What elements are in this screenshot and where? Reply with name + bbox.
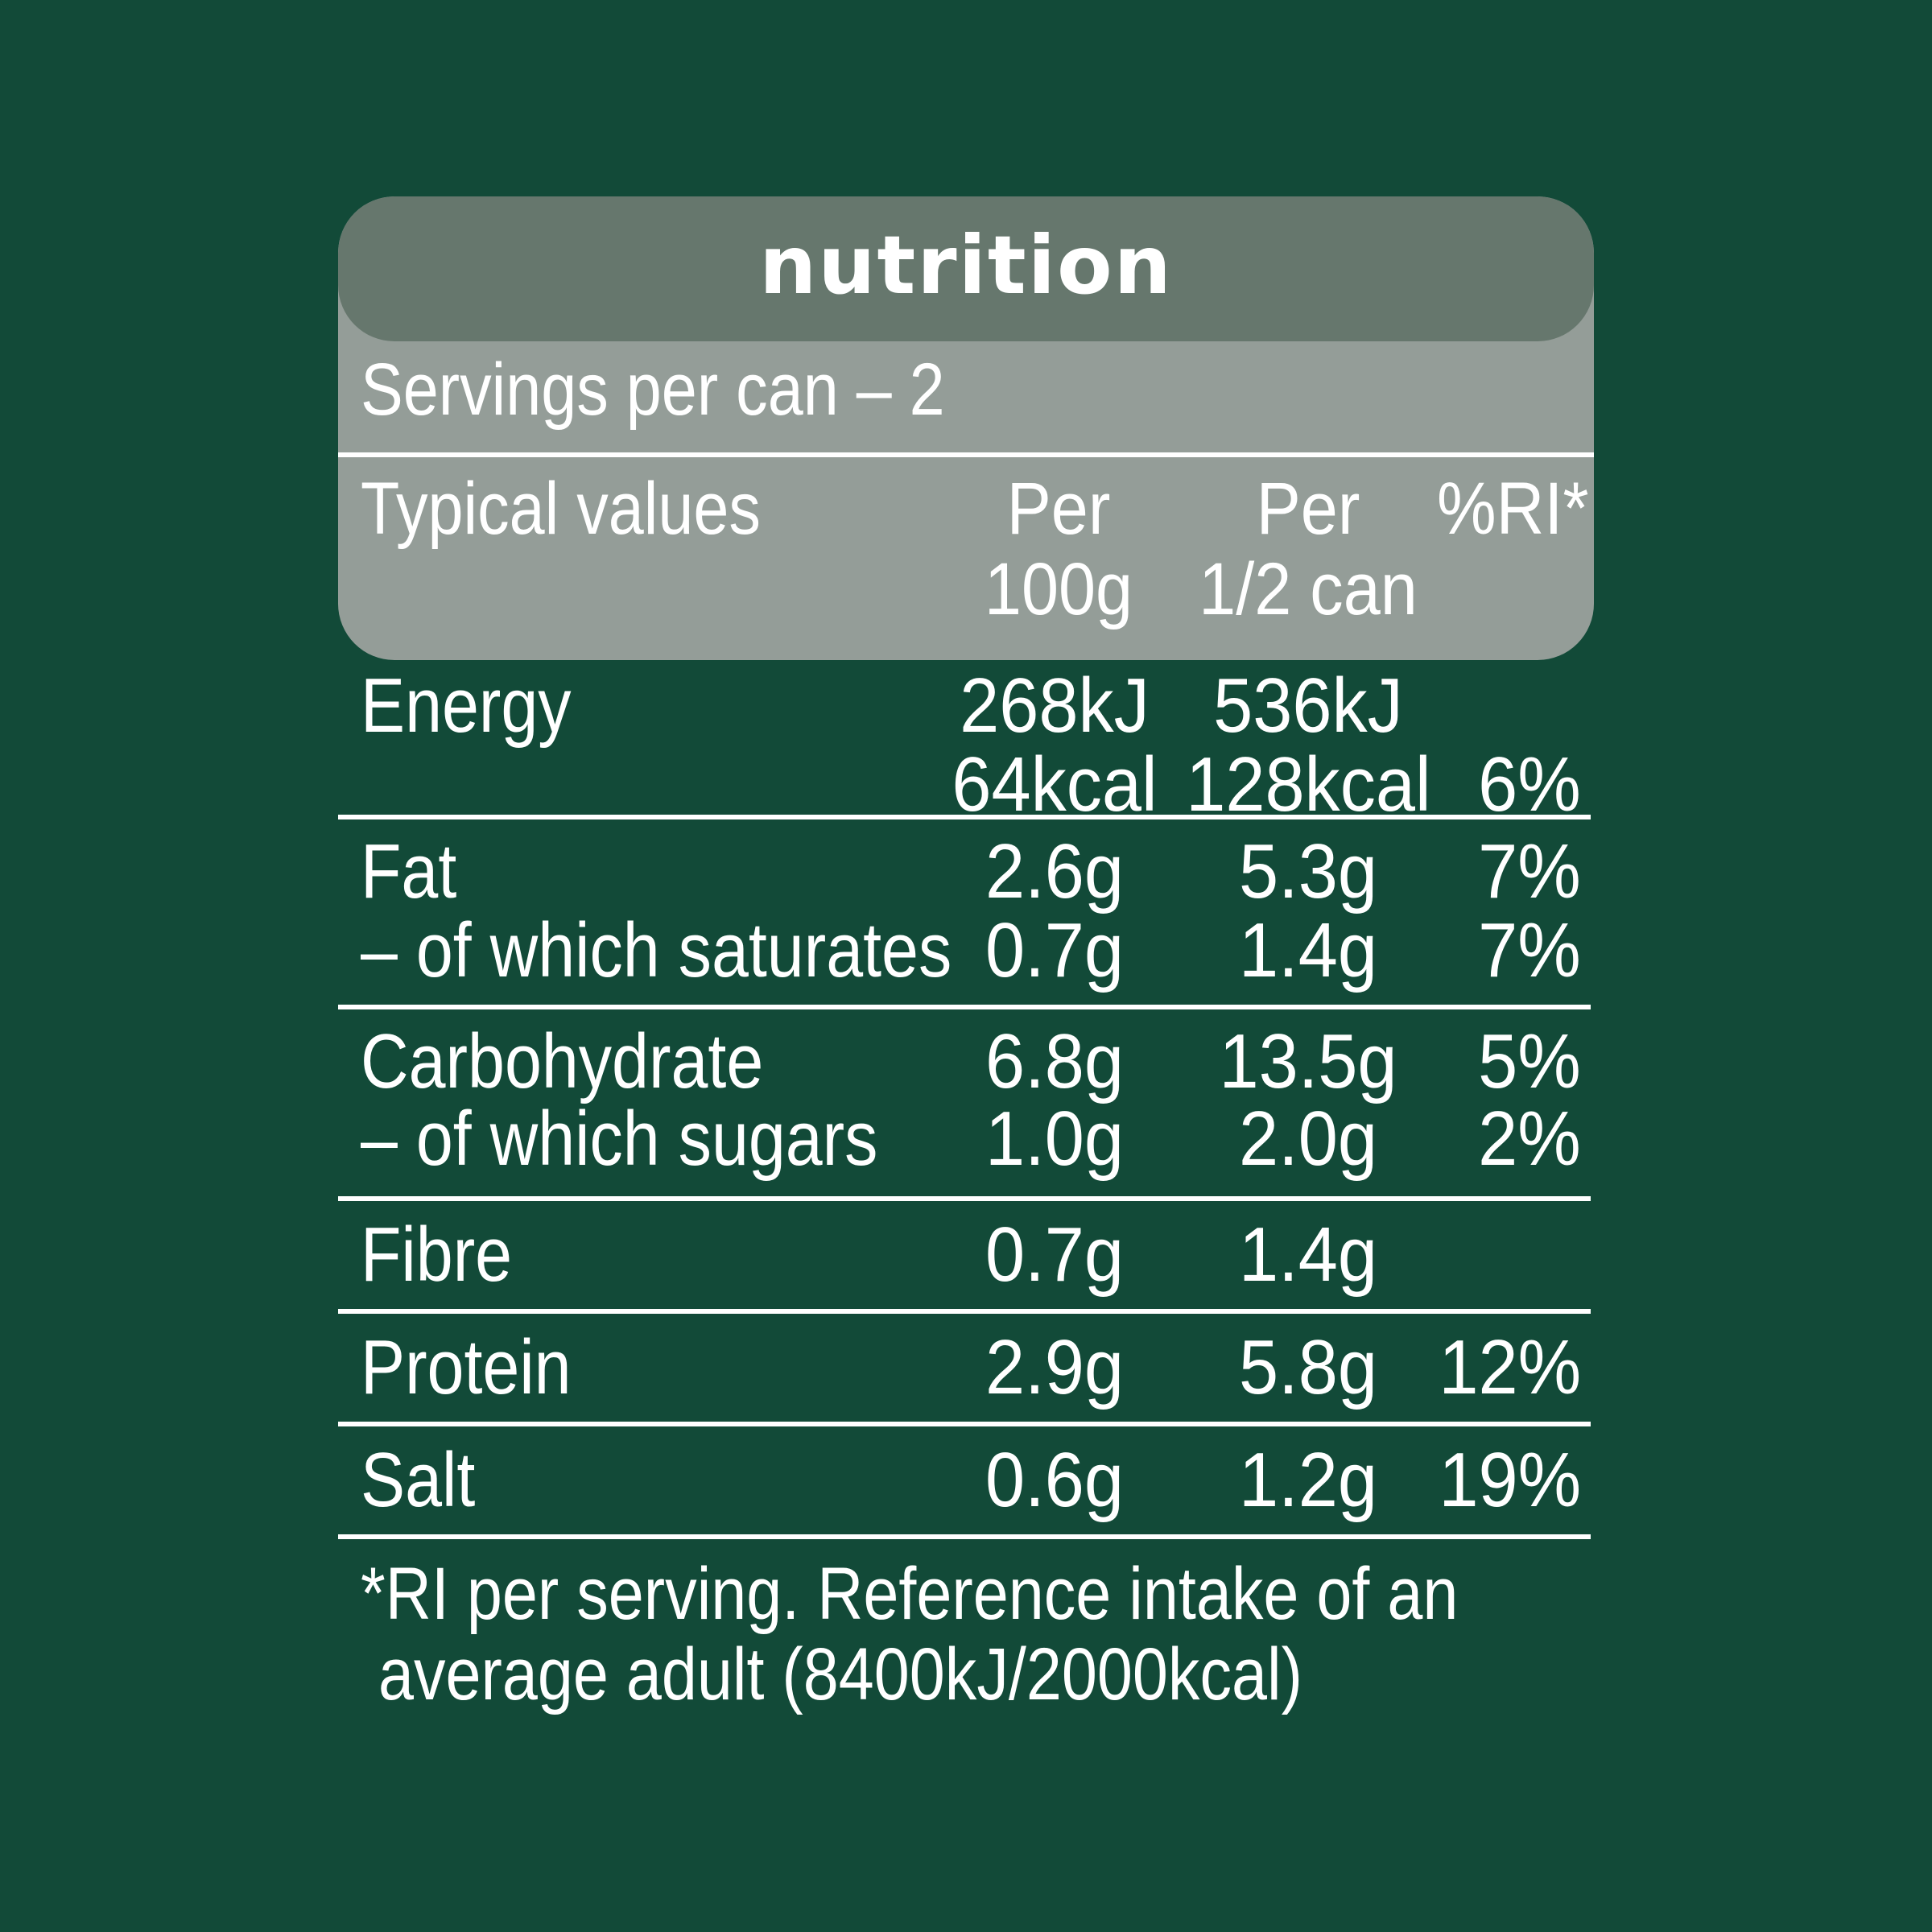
- servings-per-can: Servings per can – 2: [361, 349, 945, 431]
- energy-per100-kcal: 64kcal: [952, 741, 1158, 828]
- row-name: Energy: [361, 663, 572, 749]
- sugars-perhalf: 2.0g: [1239, 1096, 1377, 1182]
- footnote-line-1: *RI per serving. Reference intake of an: [361, 1553, 1459, 1635]
- row-name: Salt: [361, 1437, 476, 1523]
- row-divider: [338, 1005, 1591, 1009]
- protein-ri: 12%: [1439, 1324, 1581, 1410]
- saturates-ri: 7%: [1478, 907, 1581, 993]
- nutrition-title: nutrition: [759, 217, 1173, 312]
- row-energy: Energy 268kJ 64kcal 536kJ 128kcal 6%: [338, 660, 1594, 824]
- energy-perhalf-kj: 536kJ: [1213, 663, 1403, 749]
- fibre-per100: 0.7g: [985, 1212, 1124, 1298]
- salt-ri: 19%: [1439, 1437, 1581, 1523]
- carbohydrate-per100: 6.8g: [985, 1018, 1124, 1104]
- row-name: Protein: [361, 1324, 572, 1410]
- header-per-100g-line1: Per: [1006, 468, 1111, 550]
- energy-perhalf-kcal: 128kcal: [1186, 741, 1431, 828]
- nutrition-panel: nutrition Servings per can – 2 Typical v…: [338, 196, 1594, 1732]
- row-fibre: Fibre 0.7g 1.4g: [338, 1201, 1594, 1309]
- row-protein: Protein 2.9g 5.8g 12%: [338, 1314, 1594, 1422]
- row-divider: [338, 1196, 1591, 1201]
- salt-per100: 0.6g: [985, 1437, 1124, 1523]
- header-ri: %RI*: [1437, 468, 1589, 550]
- sugars-per100: 1.0g: [985, 1096, 1124, 1182]
- row-carbohydrate: Carbohydrate 6.8g 13.5g 5% – of which su…: [338, 1009, 1594, 1196]
- row-divider: [338, 815, 1591, 819]
- fat-ri: 7%: [1478, 828, 1581, 914]
- title-bar: nutrition: [338, 196, 1594, 341]
- header-typical-values: Typical values: [361, 468, 761, 550]
- saturates-per100: 0.7g: [985, 907, 1124, 993]
- footnote: *RI per serving. Reference intake of an …: [338, 1539, 1594, 1732]
- footnote-line-2: average adult (8400kJ/2000kcal): [361, 1633, 1302, 1715]
- row-name: Fat: [361, 828, 457, 914]
- energy-per100-kj: 268kJ: [960, 663, 1150, 749]
- row-name: – of which sugars: [361, 1096, 878, 1182]
- header-per-half-can: Per 1/2 can: [1189, 469, 1428, 630]
- protein-per100: 2.9g: [985, 1324, 1124, 1410]
- header-divider: [338, 452, 1594, 457]
- header-per-100g-line2: 100g: [984, 548, 1133, 630]
- fat-perhalf: 5.3g: [1239, 828, 1377, 914]
- row-divider: [338, 1309, 1591, 1314]
- row-salt: Salt 0.6g 1.2g 19%: [338, 1426, 1594, 1534]
- carbohydrate-perhalf: 13.5g: [1219, 1018, 1397, 1104]
- header-per-half-can-line2: 1/2 can: [1199, 548, 1418, 630]
- row-name: – of which saturates: [361, 907, 952, 993]
- sugars-ri: 2%: [1478, 1096, 1581, 1182]
- row-name: Carbohydrate: [361, 1018, 764, 1104]
- header-per-100g: Per 100g: [961, 469, 1157, 630]
- row-divider: [338, 1534, 1591, 1539]
- salt-perhalf: 1.2g: [1239, 1437, 1377, 1523]
- header-per-half-can-line1: Per: [1256, 468, 1360, 550]
- row-fat: Fat 2.6g 5.3g 7% – of which saturates 0.…: [338, 819, 1594, 1005]
- fat-per100: 2.6g: [985, 828, 1124, 914]
- fibre-perhalf: 1.4g: [1239, 1212, 1377, 1298]
- saturates-perhalf: 1.4g: [1239, 907, 1377, 993]
- carbohydrate-ri: 5%: [1478, 1018, 1581, 1104]
- row-divider: [338, 1422, 1591, 1426]
- row-name: Fibre: [361, 1212, 513, 1298]
- nutrition-header: nutrition Servings per can – 2 Typical v…: [338, 196, 1594, 660]
- energy-ri: 6%: [1478, 741, 1581, 828]
- protein-perhalf: 5.8g: [1239, 1324, 1377, 1410]
